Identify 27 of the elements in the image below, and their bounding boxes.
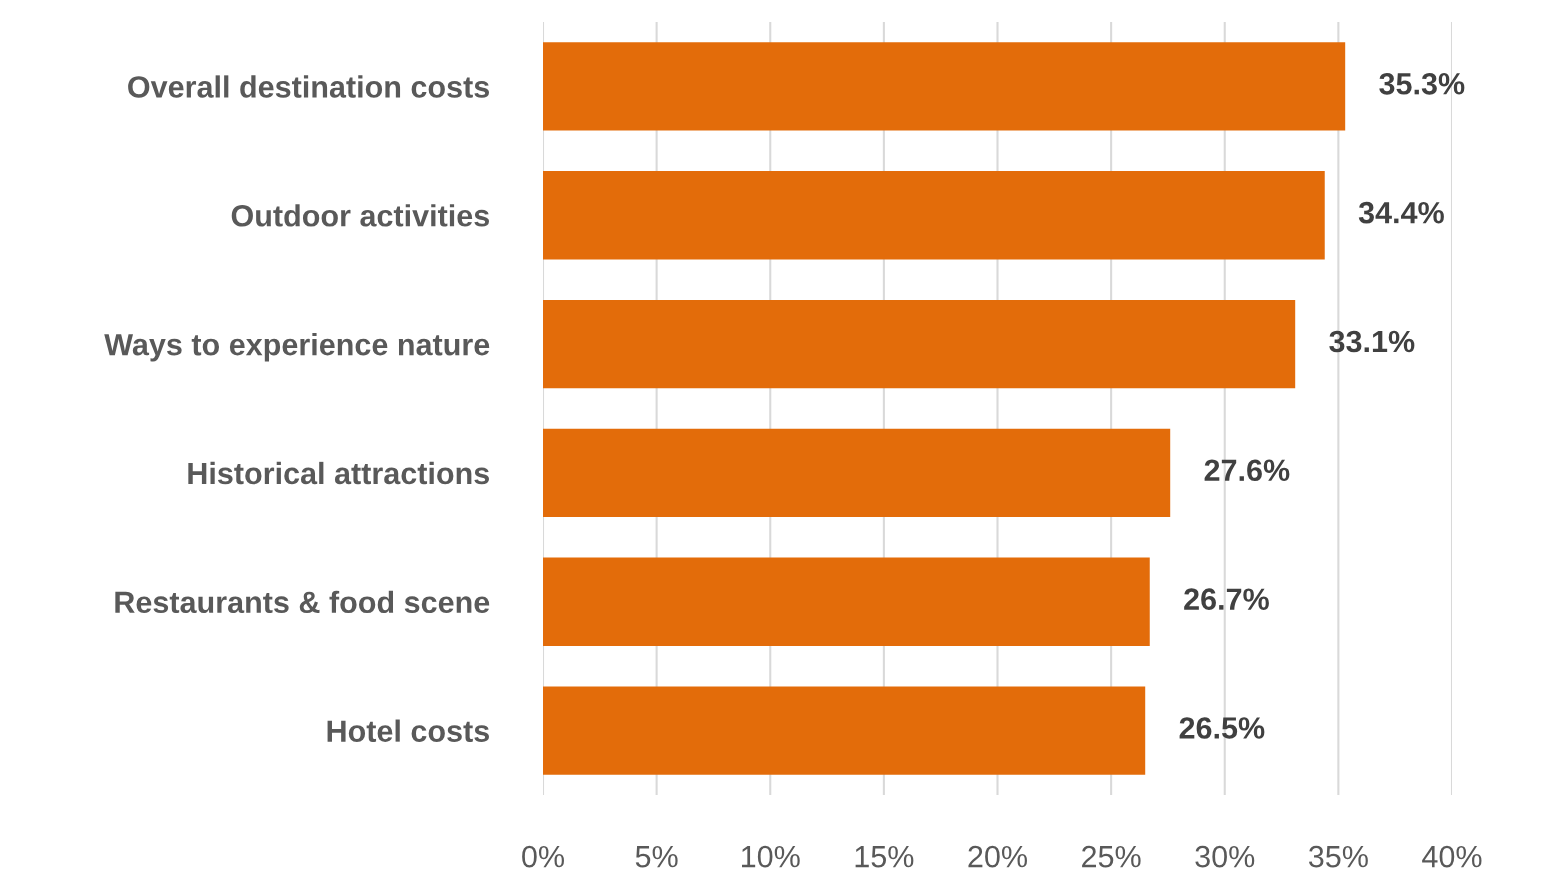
bar [543,557,1150,646]
data-label: 33.1% [1329,330,1415,353]
y-tick-label: Hotel costs [327,719,489,742]
y-tick-label: Overall destination costs [128,75,489,98]
x-tick-label: 5% [635,845,678,868]
x-tick-label: 10% [742,845,800,868]
bar [543,299,1296,389]
bar [543,686,1146,775]
x-tick-label: 35% [1308,845,1368,868]
y-tick-label: Historical attractions [188,461,489,485]
data-label: 27.6% [1204,459,1290,482]
bar [543,42,1346,131]
bar [543,428,1171,518]
x-tick-label: 25% [1082,845,1141,868]
data-label: 35.3% [1379,72,1465,95]
data-label: 34.4% [1358,201,1444,224]
x-tick-label: 20% [968,845,1027,868]
y-tick-label: Ways to experience nature [104,333,490,362]
y-tick-label: Restaurants & food scene [115,590,490,614]
x-tick-label: 30% [1195,845,1255,868]
x-tick-label: 15% [855,845,914,868]
bar [543,171,1325,260]
data-label: 26.5% [1179,717,1265,739]
data-label: 26.7% [1184,588,1269,610]
y-tick-label: Outdoor activities [231,204,489,227]
x-tick-label: 40% [1422,845,1482,868]
x-tick-label: 0% [522,845,564,868]
